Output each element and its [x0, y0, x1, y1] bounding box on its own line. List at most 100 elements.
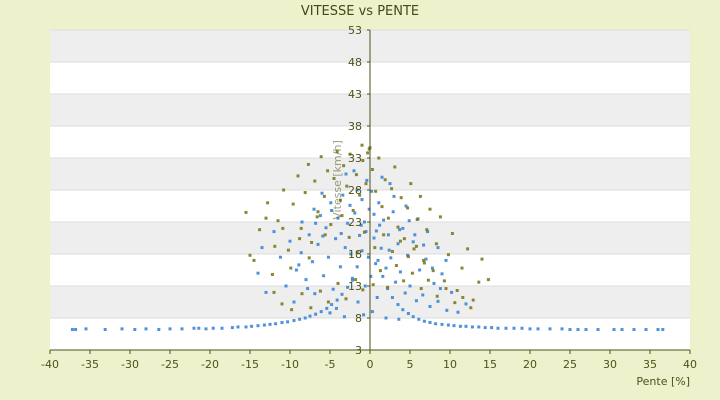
point-blue — [620, 328, 624, 332]
point-blue — [379, 246, 383, 250]
point-blue — [388, 182, 392, 186]
point-olive — [396, 225, 400, 229]
point-blue — [286, 320, 290, 324]
point-blue — [440, 272, 444, 276]
point-olive — [286, 248, 290, 252]
point-olive — [406, 206, 410, 210]
point-olive — [455, 288, 459, 292]
point-blue — [401, 308, 405, 312]
x-tick-label: 5 — [407, 358, 414, 371]
point-blue — [367, 207, 371, 211]
point-blue — [596, 328, 600, 332]
point-olive — [378, 269, 382, 273]
point-blue — [380, 175, 384, 179]
point-olive — [354, 278, 358, 282]
point-olive — [272, 290, 276, 294]
point-blue — [392, 194, 396, 198]
point-blue — [284, 284, 288, 288]
point-blue — [374, 229, 378, 233]
point-blue — [256, 271, 260, 275]
point-olive — [323, 233, 327, 237]
point-blue — [365, 178, 369, 182]
point-blue — [362, 220, 366, 224]
point-blue — [422, 243, 426, 247]
point-blue — [358, 233, 362, 237]
point-blue — [436, 246, 440, 250]
point-blue — [318, 214, 322, 218]
point-blue — [316, 242, 320, 246]
point-blue — [612, 328, 616, 332]
point-olive — [444, 287, 448, 291]
point-blue — [436, 299, 440, 303]
point-blue — [324, 226, 328, 230]
point-olive — [326, 169, 330, 173]
point-blue — [426, 230, 430, 234]
point-blue — [350, 278, 354, 282]
point-olive — [425, 228, 429, 232]
point-olive — [313, 179, 317, 183]
point-blue — [306, 287, 310, 291]
point-olive — [280, 302, 284, 306]
point-blue — [372, 212, 376, 216]
point-blue — [341, 193, 345, 197]
point-olive — [252, 258, 256, 262]
point-blue — [274, 322, 278, 326]
point-blue — [386, 233, 390, 237]
point-olive — [315, 215, 319, 219]
point-blue — [334, 306, 338, 310]
point-blue — [428, 304, 432, 308]
point-blue — [336, 216, 340, 220]
point-olive — [394, 264, 398, 268]
point-blue — [328, 311, 332, 315]
point-blue — [413, 233, 417, 237]
point-olive — [289, 266, 293, 270]
chart-title: VITESSE vs PENTE — [301, 4, 419, 19]
point-blue — [375, 296, 379, 300]
point-blue — [382, 218, 386, 222]
point-olive — [351, 208, 355, 212]
point-blue — [256, 324, 260, 328]
point-olive — [344, 297, 348, 301]
point-olive — [461, 296, 465, 300]
point-olive — [361, 288, 365, 292]
point-blue — [450, 290, 454, 294]
point-blue — [369, 274, 373, 278]
point-olive — [410, 271, 414, 275]
point-blue — [396, 242, 400, 246]
point-blue — [349, 252, 353, 256]
y-tick-label: 48 — [348, 56, 362, 69]
x-tick-label: -10 — [281, 358, 299, 371]
point-olive — [428, 207, 432, 211]
point-olive — [431, 269, 435, 273]
point-blue — [299, 251, 303, 255]
point-blue — [584, 328, 588, 332]
point-blue — [197, 326, 201, 330]
point-blue — [168, 327, 172, 331]
point-blue — [103, 328, 107, 332]
point-blue — [512, 326, 516, 330]
point-blue — [278, 255, 282, 259]
point-blue — [314, 221, 318, 225]
point-olive — [438, 215, 442, 219]
point-olive — [477, 280, 481, 284]
point-blue — [384, 266, 388, 270]
point-blue — [446, 323, 450, 327]
x-tick-label: -25 — [161, 358, 179, 371]
point-blue — [360, 249, 364, 253]
point-olive — [360, 143, 364, 147]
point-blue — [280, 320, 284, 324]
point-blue — [70, 328, 74, 332]
point-blue — [288, 239, 292, 243]
point-blue — [366, 255, 370, 259]
y-tick-label: 38 — [348, 120, 362, 133]
point-blue — [321, 234, 325, 238]
point-olive — [418, 194, 422, 198]
x-tick-label: -30 — [121, 358, 139, 371]
point-blue — [394, 280, 398, 284]
point-olive — [306, 162, 310, 166]
point-blue — [326, 255, 330, 259]
x-tick-label: 25 — [563, 358, 577, 371]
